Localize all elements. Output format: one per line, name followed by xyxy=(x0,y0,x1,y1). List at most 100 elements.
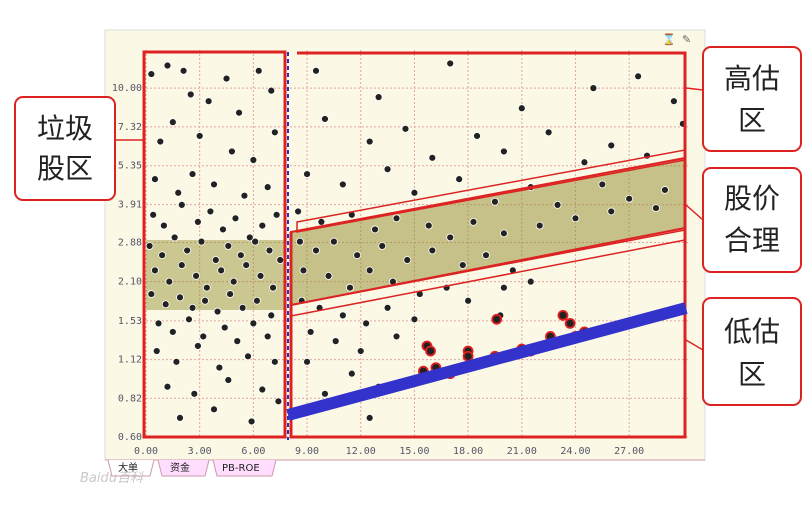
point xyxy=(535,221,544,230)
point xyxy=(580,158,589,167)
point xyxy=(365,137,374,146)
point xyxy=(245,233,254,242)
point xyxy=(571,214,580,223)
annotation: 区 xyxy=(738,358,766,391)
point xyxy=(499,147,508,156)
point xyxy=(392,214,401,223)
point xyxy=(192,271,201,280)
tab-label[interactable]: 大单 xyxy=(118,461,138,474)
point xyxy=(206,207,215,216)
annotation-box xyxy=(702,297,802,406)
point xyxy=(236,251,245,260)
point xyxy=(669,97,678,106)
point xyxy=(263,332,272,341)
point xyxy=(145,242,154,250)
point xyxy=(247,417,256,426)
point xyxy=(410,188,419,197)
points xyxy=(145,59,687,426)
point xyxy=(226,290,235,298)
point xyxy=(174,188,183,197)
point xyxy=(263,183,272,192)
tab-label[interactable]: PB-ROE xyxy=(222,463,260,474)
point xyxy=(464,296,473,305)
point xyxy=(491,197,499,206)
point xyxy=(220,323,229,332)
tab[interactable] xyxy=(107,459,155,477)
point xyxy=(170,233,179,242)
annotation-box xyxy=(702,167,802,273)
point xyxy=(269,283,277,292)
junk-region xyxy=(142,50,287,439)
top-icons: ⌛ ✎ xyxy=(662,33,691,46)
point xyxy=(338,311,347,320)
point xyxy=(383,165,392,174)
point xyxy=(324,271,333,280)
point xyxy=(557,309,569,321)
annotation: 高估 xyxy=(724,62,780,95)
point xyxy=(172,357,181,366)
point xyxy=(428,246,437,255)
point xyxy=(392,332,401,341)
y-tick-label: 0.60 xyxy=(118,432,142,443)
point xyxy=(356,347,365,355)
y-tick-label: 5.35 xyxy=(118,161,142,172)
point xyxy=(526,277,535,286)
point xyxy=(197,237,206,246)
point xyxy=(211,256,220,264)
tab[interactable] xyxy=(212,459,277,477)
annotation: 低估 xyxy=(724,315,780,348)
annotation: 合理 xyxy=(724,224,780,257)
point xyxy=(455,175,464,184)
point xyxy=(224,242,233,250)
point xyxy=(346,283,354,292)
point xyxy=(362,319,371,328)
fair-band xyxy=(291,158,685,305)
point xyxy=(401,124,410,133)
point xyxy=(589,84,598,93)
point xyxy=(249,156,258,164)
x-tick-label: 0.00 xyxy=(134,446,158,457)
x-tick-label: 12.00 xyxy=(346,446,376,457)
x-tick-label: 27.00 xyxy=(614,446,644,457)
point xyxy=(403,256,412,264)
icon[interactable]: ⌛ xyxy=(662,33,676,46)
point xyxy=(185,315,193,324)
point xyxy=(158,251,167,260)
point xyxy=(163,61,172,70)
point xyxy=(544,128,553,137)
tab-label[interactable]: 资金 xyxy=(170,461,190,474)
point xyxy=(661,186,669,194)
point xyxy=(190,389,199,398)
point xyxy=(462,350,474,362)
point xyxy=(154,319,163,328)
point xyxy=(378,242,387,250)
point xyxy=(270,357,279,366)
point xyxy=(235,108,243,117)
tab[interactable] xyxy=(157,459,210,477)
point xyxy=(446,59,455,68)
point xyxy=(374,93,383,102)
watermark: Baidu百科 xyxy=(80,471,144,486)
point xyxy=(267,311,276,320)
point xyxy=(258,221,267,230)
point xyxy=(329,237,338,246)
point xyxy=(410,315,419,324)
point xyxy=(240,191,249,200)
icon[interactable]: ✎ xyxy=(682,33,691,46)
point xyxy=(482,251,490,260)
point xyxy=(242,261,251,269)
point xyxy=(224,376,233,384)
point xyxy=(365,413,374,422)
point xyxy=(195,132,204,140)
x-tick-label: 3.00 xyxy=(188,446,212,457)
connector xyxy=(685,87,704,91)
point xyxy=(564,317,576,329)
point xyxy=(188,170,197,178)
point xyxy=(267,86,276,95)
point xyxy=(231,214,240,223)
point xyxy=(149,210,158,219)
point xyxy=(163,382,172,391)
x-tick-label: 21.00 xyxy=(507,446,537,457)
point xyxy=(253,296,261,305)
point xyxy=(177,261,186,269)
